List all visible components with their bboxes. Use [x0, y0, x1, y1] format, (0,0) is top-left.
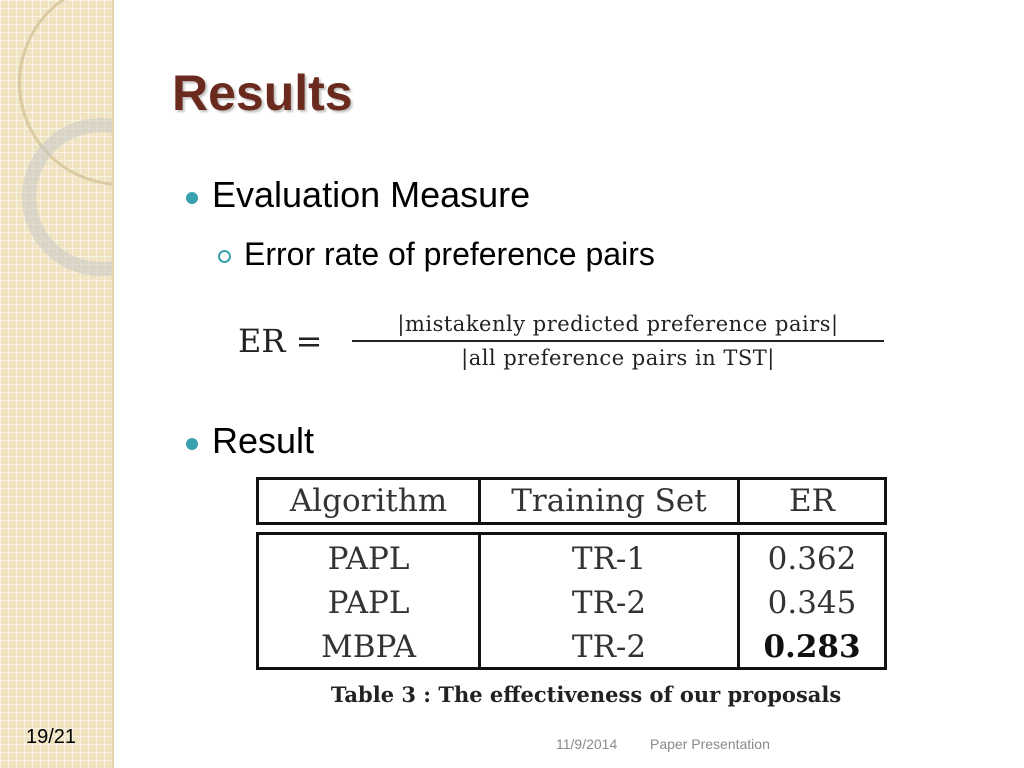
fraction-bar [352, 340, 884, 342]
table-cell: TR-1 [571, 541, 647, 577]
sub-bullet-error-rate: Error rate of preference pairs [244, 236, 655, 272]
sidebar-divider [112, 0, 114, 768]
table-cell: PAPL [327, 541, 410, 577]
page-number: 19/21 [26, 726, 77, 748]
formula-lhs: ER = [238, 322, 323, 360]
footer-date: 11/9/2014 [556, 736, 618, 752]
decorative-sidebar [0, 0, 112, 768]
column-training-set: TR-1 TR-2 TR-2 [481, 535, 740, 667]
formula-denominator: |all preference pairs in TST| [461, 346, 775, 370]
table-cell: TR-2 [571, 629, 647, 665]
bullet-dot-icon [186, 192, 198, 204]
table-cell: MBPA [321, 629, 416, 665]
table-cell: 0.362 [767, 541, 857, 577]
footer-title: Paper Presentation [650, 736, 770, 752]
slide-title: Results [172, 65, 353, 121]
table-cell: TR-2 [571, 585, 647, 621]
bullet-result: Result [212, 420, 315, 461]
table-cell: PAPL [327, 585, 410, 621]
table-cell: 0.345 [767, 585, 857, 621]
sub-bullet-circle-icon [218, 250, 231, 263]
header-algorithm: Algorithm [259, 480, 481, 522]
column-er: 0.362 0.345 0.283 [740, 535, 884, 667]
header-er: ER [789, 483, 835, 519]
column-algorithm: PAPL PAPL MBPA [259, 535, 481, 667]
results-table-header: Algorithm Training Set ER [256, 477, 887, 525]
bullet-dot-icon [186, 438, 198, 450]
results-table-body: PAPL PAPL MBPA TR-1 TR-2 TR-2 0.362 0.34… [256, 532, 887, 670]
table-cell-best: 0.283 [763, 629, 861, 665]
bullet-evaluation-measure: Evaluation Measure [212, 174, 531, 215]
formula-fraction: |mistakenly predicted preference pairs| … [352, 310, 884, 372]
table-caption: Table 3 : The effectiveness of our propo… [330, 682, 842, 707]
formula-numerator: |mistakenly predicted preference pairs| [397, 312, 839, 336]
header-training-set: Training Set [481, 480, 740, 522]
